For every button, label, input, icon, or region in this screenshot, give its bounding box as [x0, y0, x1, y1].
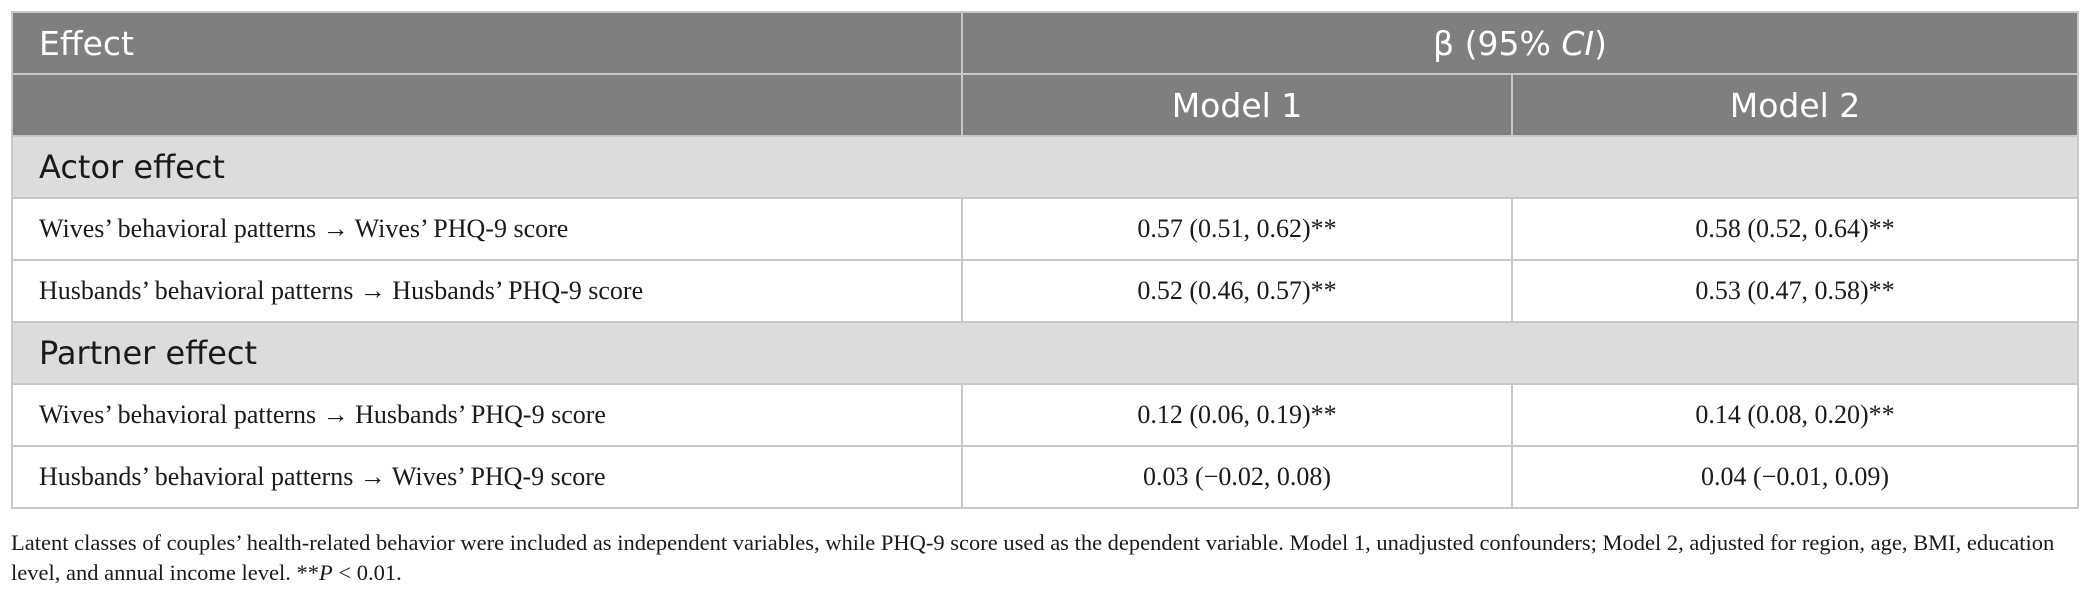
- header-beta-close: ): [1594, 23, 1607, 63]
- section-title: Actor effect: [10, 135, 2080, 199]
- row-model2-value: 0.53 (0.47, 0.58)**: [1510, 259, 2080, 323]
- row-label: Wives’ behavioral patterns → Husbands’ P…: [11, 383, 963, 447]
- row-label: Husbands’ behavioral patterns → Wives’ P…: [11, 445, 963, 509]
- row-label: Wives’ behavioral patterns → Wives’ PHQ-…: [11, 197, 963, 261]
- results-table: Effect β (95% CI) Model 1 Model 2 Actor …: [10, 11, 2080, 509]
- row-model1-value: 0.52 (0.46, 0.57)**: [961, 259, 1513, 323]
- table-row: Husbands’ behavioral patterns → Husbands…: [11, 259, 2080, 323]
- footnote-p-symbol: P: [319, 560, 333, 585]
- row-model2-value: 0.04 (−0.01, 0.09): [1510, 445, 2080, 509]
- row-label: Husbands’ behavioral patterns → Husbands…: [11, 259, 963, 323]
- row-model1-value: 0.03 (−0.02, 0.08): [961, 445, 1513, 509]
- row-model1-value: 0.57 (0.51, 0.62)**: [961, 197, 1513, 261]
- section-title: Partner effect: [10, 321, 2080, 385]
- header-model1: Model 1: [961, 73, 1513, 137]
- header-effect: Effect: [11, 11, 963, 75]
- header-row-2: Model 1 Model 2: [11, 73, 2080, 137]
- row-model1-value: 0.12 (0.06, 0.19)**: [961, 383, 1513, 447]
- footnote-text: Latent classes of couples’ health-relate…: [11, 530, 2055, 585]
- row-model2-value: 0.14 (0.08, 0.20)**: [1510, 383, 2080, 447]
- header-beta: β (95% CI): [960, 11, 2080, 75]
- header-beta-main: β (95%: [1433, 23, 1562, 63]
- header-empty: [11, 73, 963, 137]
- table-footnote: Latent classes of couples’ health-relate…: [11, 528, 2077, 588]
- table-row: Wives’ behavioral patterns → Husbands’ P…: [11, 383, 2080, 447]
- footnote-p-rest: < 0.01.: [332, 560, 402, 585]
- results-table-container: Effect β (95% CI) Model 1 Model 2 Actor …: [10, 11, 2080, 509]
- row-model2-value: 0.58 (0.52, 0.64)**: [1510, 197, 2080, 261]
- section-row-actor: Actor effect: [10, 135, 2080, 199]
- table-row: Wives’ behavioral patterns → Wives’ PHQ-…: [11, 197, 2080, 261]
- header-row-1: Effect β (95% CI): [11, 11, 2080, 75]
- table-row: Husbands’ behavioral patterns → Wives’ P…: [11, 445, 2080, 509]
- header-beta-ci: CI: [1561, 23, 1595, 63]
- section-row-partner: Partner effect: [10, 321, 2080, 385]
- header-model2: Model 2: [1510, 73, 2080, 137]
